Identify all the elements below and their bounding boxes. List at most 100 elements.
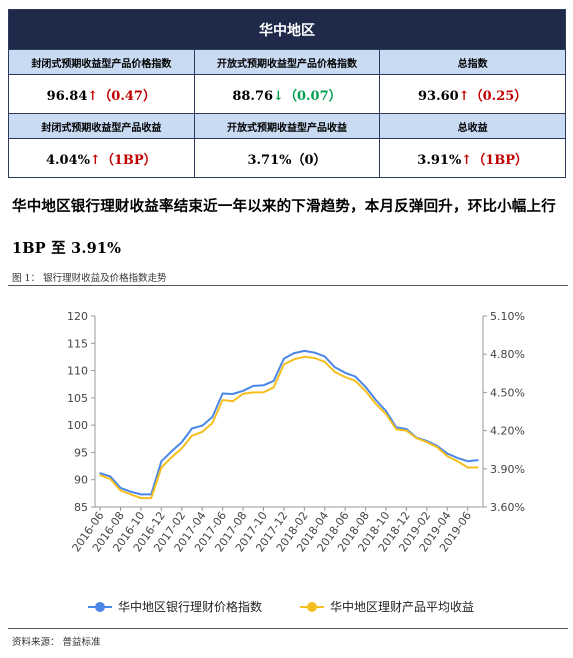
cell-value: 88.76	[232, 88, 274, 104]
legend-swatch-marker	[95, 602, 105, 612]
data-point	[99, 474, 101, 476]
table-title: 华中地区	[8, 9, 566, 50]
line-chart: 120 115 110 105 100 95 90 85 5.10% 4.80% 4.50% 4.20…	[67, 310, 525, 614]
y-left-tick-label: 115	[67, 337, 88, 350]
data-point	[456, 457, 459, 459]
column-header: 总指数	[379, 49, 566, 75]
data-point	[221, 392, 224, 395]
data-point	[211, 416, 214, 418]
divider	[8, 285, 568, 286]
table-cell: 4.04%↑（1BP）	[8, 138, 195, 178]
data-point	[426, 441, 428, 443]
data-point	[160, 466, 163, 469]
column-header: 总收益	[379, 113, 566, 139]
data-point	[272, 380, 275, 382]
data-point	[477, 459, 479, 461]
column-header: 开放式预期收益型产品价格指数	[193, 49, 381, 75]
data-point	[466, 460, 469, 462]
data-point	[109, 478, 112, 480]
data-point	[385, 413, 387, 415]
data-point	[374, 399, 377, 401]
data-point	[415, 437, 418, 440]
y-right-tick-label: 3.60%	[490, 501, 525, 514]
y-right-tick-label: 4.20%	[490, 425, 525, 438]
data-point	[140, 493, 142, 496]
table-cell: 3.71%（0）	[193, 138, 381, 178]
data-point	[303, 350, 306, 352]
column-header: 封闭式预期收益型产品价格指数	[8, 49, 195, 75]
cell-change: （0.47）	[98, 88, 156, 104]
cell-change: （0）	[291, 152, 327, 168]
data-point	[344, 371, 346, 374]
data-point	[466, 466, 469, 469]
data-point	[293, 352, 295, 354]
cell-change: （0.25）	[469, 88, 528, 104]
data-point	[262, 384, 265, 387]
cell-value: 3.91%	[417, 152, 462, 168]
legend-swatch-marker	[307, 602, 317, 612]
data-point	[129, 493, 132, 496]
data-point	[446, 455, 449, 457]
table-cell: 88.76↓（0.07）	[193, 74, 381, 114]
data-point	[180, 441, 183, 443]
headline-text: 华中地区银行理财收益率结束近一年以来的下滑趋势，本月反弹回升，环比小幅上行 1B…	[12, 198, 556, 257]
data-point	[150, 497, 152, 499]
y-left-tick-label: 110	[67, 365, 88, 378]
y-left-tick-label: 90	[74, 474, 88, 487]
data-point	[242, 392, 244, 395]
data-point	[446, 452, 449, 455]
data-point	[364, 386, 367, 388]
data-point	[221, 399, 224, 401]
data-point	[323, 355, 326, 358]
data-point	[201, 431, 204, 433]
data-point	[323, 361, 326, 363]
data-point	[344, 376, 346, 378]
y-left-tick-label: 95	[74, 446, 88, 459]
data-point	[252, 391, 255, 394]
column-header: 开放式预期收益型产品收益	[193, 113, 381, 139]
data-point	[160, 460, 163, 462]
y-right-tick-label: 5.10%	[490, 310, 525, 323]
data-point	[313, 351, 316, 354]
data-point	[191, 427, 193, 430]
data-point	[119, 489, 122, 492]
data-point	[477, 466, 479, 469]
y-right-tick-label: 4.80%	[490, 348, 525, 361]
y-left-tick-label: 105	[67, 392, 88, 405]
data-point	[170, 456, 173, 459]
data-point	[354, 380, 357, 382]
source-note: 资料来源： 普益标准	[12, 637, 101, 648]
data-point	[456, 460, 459, 462]
cell-change: （1BP）	[100, 152, 157, 168]
data-point	[211, 422, 214, 424]
series-line-avg-yield	[99, 355, 478, 500]
arrow-up-icon: ↑	[458, 88, 470, 104]
data-point	[180, 447, 183, 450]
data-point	[170, 450, 173, 453]
cell-change: （1BP）	[472, 152, 529, 168]
data-point	[334, 371, 336, 373]
data-point	[201, 424, 204, 427]
legend-label: 华中地区银行理财价格指数	[118, 599, 262, 614]
y-right-tick-label: 4.50%	[490, 386, 525, 399]
data-point	[140, 497, 142, 499]
y-left-tick-label: 85	[74, 501, 88, 514]
data-point	[385, 410, 387, 412]
table-cell: 93.60↑（0.25）	[379, 74, 566, 114]
data-point	[232, 400, 234, 403]
data-point	[405, 428, 408, 430]
legend-label: 华中地区理财产品平均收益	[330, 599, 474, 614]
y-left-tick-label: 100	[67, 419, 88, 432]
data-point	[313, 357, 316, 359]
data-point	[293, 358, 295, 361]
data-point	[262, 391, 265, 394]
summary-table: 华中地区 封闭式预期收益型产品价格指数 开放式预期收益型产品价格指数 总指数 96.…	[8, 9, 566, 178]
data-point	[99, 472, 101, 474]
data-point	[364, 390, 367, 392]
cell-value: 4.04%	[45, 152, 90, 168]
arrow-up-icon: ↑	[89, 152, 101, 168]
divider	[8, 628, 568, 629]
y-left-tick-label: 120	[67, 310, 88, 323]
data-point	[334, 366, 336, 369]
data-point	[436, 446, 438, 448]
